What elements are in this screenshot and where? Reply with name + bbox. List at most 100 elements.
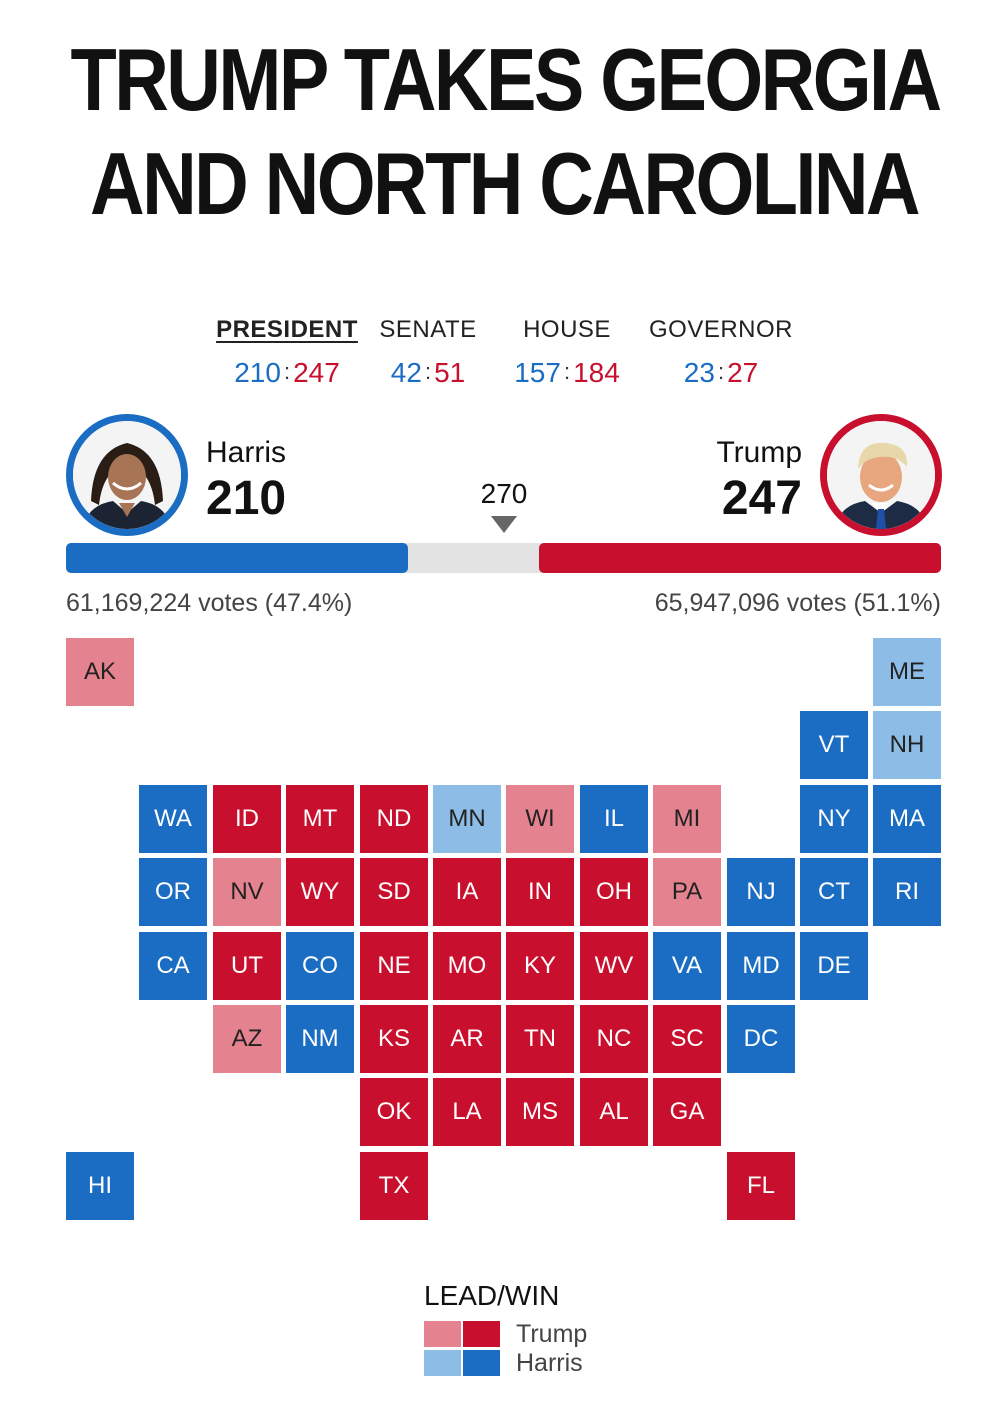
harris-electoral-bar [66, 543, 408, 573]
tab-governor[interactable]: GOVERNOR 23:27 [641, 314, 801, 392]
tab-score: 210:247 [207, 356, 367, 392]
tab-senate[interactable]: SENATE 42:51 [348, 314, 508, 392]
state-tile-pa[interactable]: PA [653, 858, 721, 926]
state-tile-mo[interactable]: MO [433, 932, 501, 1000]
race-tabs: PRESIDENT 210:247 SENATE 42:51 HOUSE 157… [0, 314, 1008, 394]
state-tile-tn[interactable]: TN [506, 1005, 574, 1073]
state-tile-de[interactable]: DE [800, 932, 868, 1000]
state-tile-nh[interactable]: NH [873, 711, 941, 779]
harris-name: Harris [206, 436, 286, 469]
state-tile-co[interactable]: CO [286, 932, 354, 1000]
state-tile-mi[interactable]: MI [653, 785, 721, 853]
state-tile-al[interactable]: AL [580, 1078, 648, 1146]
harris-seats: 157 [514, 357, 561, 388]
state-tile-ak[interactable]: AK [66, 638, 134, 706]
trump-name: Trump [716, 436, 802, 469]
state-tile-nm[interactable]: NM [286, 1005, 354, 1073]
threshold-label: 270 [480, 478, 528, 509]
state-tile-nc[interactable]: NC [580, 1005, 648, 1073]
tab-label: PRESIDENT [216, 316, 358, 343]
trump-seats: 247 [293, 357, 340, 388]
trump-seats: 184 [573, 357, 620, 388]
tab-label: SENATE [379, 316, 477, 343]
state-tile-me[interactable]: ME [873, 638, 941, 706]
headline-line-1: TRUMP TAKES GEORGIA [70, 30, 943, 129]
state-tile-ri[interactable]: RI [873, 858, 941, 926]
legend-harris-win-swatch [463, 1350, 500, 1376]
legend-trump-win-swatch [463, 1321, 500, 1347]
score-separator: : [424, 359, 432, 384]
tab-house[interactable]: HOUSE 157:184 [487, 314, 647, 392]
trump-avatar [820, 414, 942, 536]
state-tile-ne[interactable]: NE [360, 932, 428, 1000]
tab-score: 23:27 [641, 356, 801, 392]
state-tile-nd[interactable]: ND [360, 785, 428, 853]
state-tile-in[interactable]: IN [506, 858, 574, 926]
legend-trump-label: Trump [516, 1320, 588, 1348]
trump-seats: 27 [727, 357, 759, 388]
legend-harris-label: Harris [516, 1349, 583, 1377]
trump-seats: 51 [434, 357, 466, 388]
legend-trump-lead-swatch [424, 1321, 461, 1347]
state-tile-ia[interactable]: IA [433, 858, 501, 926]
state-tile-sc[interactable]: SC [653, 1005, 721, 1073]
state-tile-ma[interactable]: MA [873, 785, 941, 853]
harris-portrait-icon [73, 421, 181, 529]
harris-avatar [66, 414, 188, 536]
tab-president[interactable]: PRESIDENT 210:247 [207, 314, 367, 392]
harris-seats: 210 [234, 357, 281, 388]
harris-electoral-votes: 210 [206, 472, 287, 525]
state-tile-ms[interactable]: MS [506, 1078, 574, 1146]
tab-label: HOUSE [523, 316, 611, 343]
trump-electoral-bar [539, 543, 941, 573]
state-tile-oh[interactable]: OH [580, 858, 648, 926]
state-tile-az[interactable]: AZ [213, 1005, 281, 1073]
state-tile-vt[interactable]: VT [800, 711, 868, 779]
state-tile-ny[interactable]: NY [800, 785, 868, 853]
harris-seats: 42 [390, 357, 422, 388]
state-tile-sd[interactable]: SD [360, 858, 428, 926]
state-tile-ks[interactable]: KS [360, 1005, 428, 1073]
state-tile-ga[interactable]: GA [653, 1078, 721, 1146]
state-tile-ut[interactable]: UT [213, 932, 281, 1000]
state-tile-nj[interactable]: NJ [727, 858, 795, 926]
threshold-marker-icon [491, 516, 517, 533]
state-tile-dc[interactable]: DC [727, 1005, 795, 1073]
state-tile-hi[interactable]: HI [66, 1152, 134, 1220]
trump-electoral-votes: 247 [721, 472, 802, 525]
headline: TRUMP TAKES GEORGIA AND NORTH CAROLINA [70, 28, 943, 236]
state-tile-la[interactable]: LA [433, 1078, 501, 1146]
state-tile-or[interactable]: OR [139, 858, 207, 926]
legend-title: LEAD/WIN [424, 1280, 560, 1311]
state-tile-wi[interactable]: WI [506, 785, 574, 853]
tab-score: 42:51 [348, 356, 508, 392]
state-tile-fl[interactable]: FL [727, 1152, 795, 1220]
state-tile-ar[interactable]: AR [433, 1005, 501, 1073]
tab-score: 157:184 [487, 356, 647, 392]
state-tile-nv[interactable]: NV [213, 858, 281, 926]
score-separator: : [283, 359, 291, 384]
state-tile-wv[interactable]: WV [580, 932, 648, 1000]
tab-label: GOVERNOR [648, 316, 793, 343]
state-tile-mt[interactable]: MT [286, 785, 354, 853]
state-tile-mn[interactable]: MN [433, 785, 501, 853]
score-separator: : [717, 359, 725, 384]
state-tile-ky[interactable]: KY [506, 932, 574, 1000]
harris-seats: 23 [683, 357, 715, 388]
state-tile-va[interactable]: VA [653, 932, 721, 1000]
state-tile-wy[interactable]: WY [286, 858, 354, 926]
trump-popular-vote: 65,947,096 votes (51.1%) [654, 589, 941, 617]
state-tile-md[interactable]: MD [727, 932, 795, 1000]
state-tile-tx[interactable]: TX [360, 1152, 428, 1220]
state-tile-il[interactable]: IL [580, 785, 648, 853]
score-separator: : [563, 359, 571, 384]
trump-portrait-icon [827, 421, 935, 529]
headline-line-2: AND NORTH CAROLINA [89, 134, 921, 233]
state-tile-wa[interactable]: WA [139, 785, 207, 853]
state-tile-ct[interactable]: CT [800, 858, 868, 926]
state-tile-ok[interactable]: OK [360, 1078, 428, 1146]
state-tile-id[interactable]: ID [213, 785, 281, 853]
state-tile-ca[interactable]: CA [139, 932, 207, 1000]
harris-popular-vote: 61,169,224 votes (47.4%) [66, 589, 353, 617]
